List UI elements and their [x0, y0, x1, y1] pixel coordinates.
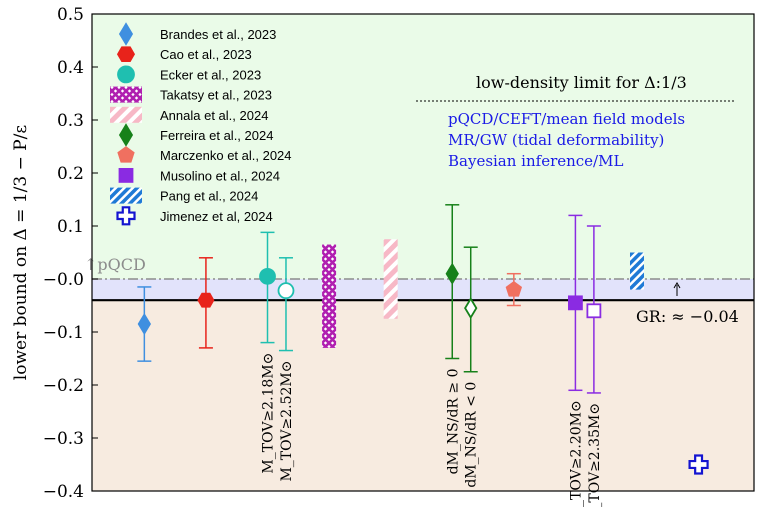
- region-below-gr: [92, 300, 754, 491]
- point-label: M_TOV≥2.35M⊙: [587, 403, 603, 507]
- axes-frame: [91, 13, 755, 492]
- legend-key: [118, 123, 134, 147]
- legend-key: [117, 146, 135, 163]
- data-point: [445, 262, 459, 285]
- legend-key: [118, 22, 134, 46]
- data-point: [505, 280, 523, 297]
- legend-key: [116, 206, 136, 226]
- band-mark: [383, 239, 398, 319]
- legend-key: [110, 86, 142, 103]
- data-point: [259, 267, 276, 285]
- point-label: M_TOV≥2.52M⊙: [279, 361, 295, 482]
- gr-arrow-head: [673, 282, 681, 289]
- y-tick-label: 0.4: [57, 58, 84, 78]
- gr-label: GR: ≈ −0.04: [636, 307, 739, 326]
- annotation-line: pQCD/CEFT/mean field models: [448, 110, 685, 128]
- point-label: M_TOV≥2.18M⊙: [261, 353, 277, 474]
- region-between-gr-pqcd: [92, 279, 754, 301]
- pqcd-label: ↑pQCD: [84, 255, 146, 274]
- y-tick-label: −0.3: [43, 429, 84, 449]
- legend-label: Pang et al., 2024: [160, 189, 258, 204]
- y-tick-label: −0.2: [43, 376, 84, 396]
- legend-label: Marczenko et al., 2024: [160, 148, 292, 163]
- y-tick-label: −0.0: [43, 270, 84, 290]
- legend-key: [110, 187, 142, 204]
- legend-key: [117, 65, 135, 84]
- y-axis: −0.4 −0.3 −0.2 −0.1 −0.0 0.1 0.2 0.3 0.4 0.5: [43, 5, 98, 502]
- legend-label: Ferreira et al., 2024: [160, 128, 273, 143]
- data-point: [197, 292, 215, 308]
- y-tick-label: 0.1: [57, 217, 84, 237]
- data-point: [277, 282, 295, 300]
- legend-key: [110, 106, 142, 123]
- y-tick-label: 0.2: [57, 164, 84, 184]
- legend-key: [116, 46, 136, 63]
- point-label: M_TOV≥2.20M⊙: [568, 400, 584, 507]
- legend-label: Jimenez et al, 2024: [160, 209, 273, 224]
- point-label: dM_NS/dR < 0: [464, 382, 480, 488]
- annotation-line: Bayesian inference/ML: [448, 152, 623, 170]
- region-above-pqcd: [92, 14, 754, 279]
- data-point: [568, 295, 583, 311]
- band-mark: [322, 244, 337, 348]
- band-mark: [629, 252, 644, 290]
- legend: Brandes et al., 2023 Cao et al., 2023 Ecke…: [110, 22, 292, 226]
- data-point: [464, 297, 478, 320]
- annotation-line: MR/GW (tidal deformability): [448, 131, 664, 149]
- data-marks: M_TOV≥2.18M⊙ M_TOV≥2.52M⊙ dM_NS/dR ≥ 0 dM_N…: [137, 204, 709, 507]
- point-label: dM_NS/dR ≥ 0: [445, 369, 461, 475]
- legend-label: Ecker et al., 2023: [160, 67, 261, 82]
- data-point: [586, 303, 602, 319]
- y-tick-label: 0.5: [57, 5, 84, 25]
- legend-label: Brandes et al., 2023: [160, 27, 276, 42]
- y-tick-label: −0.4: [43, 482, 84, 502]
- legend-key: [118, 167, 134, 183]
- legend-label: Cao et al., 2023: [160, 47, 252, 62]
- annotation-title: low-density limit for Δ:1/3: [476, 73, 687, 92]
- y-tick-label: 0.3: [57, 111, 84, 131]
- y-axis-label: lower bound on Δ = 1/3 − P/ε: [11, 125, 31, 381]
- y-tick-label: −0.1: [43, 323, 84, 343]
- legend-label: Musolino et al., 2024: [160, 168, 280, 183]
- data-point: [688, 454, 709, 475]
- legend-label: Takatsy et al., 2023: [160, 88, 272, 103]
- data-point: [137, 312, 152, 336]
- legend-label: Annala et al., 2024: [160, 108, 268, 123]
